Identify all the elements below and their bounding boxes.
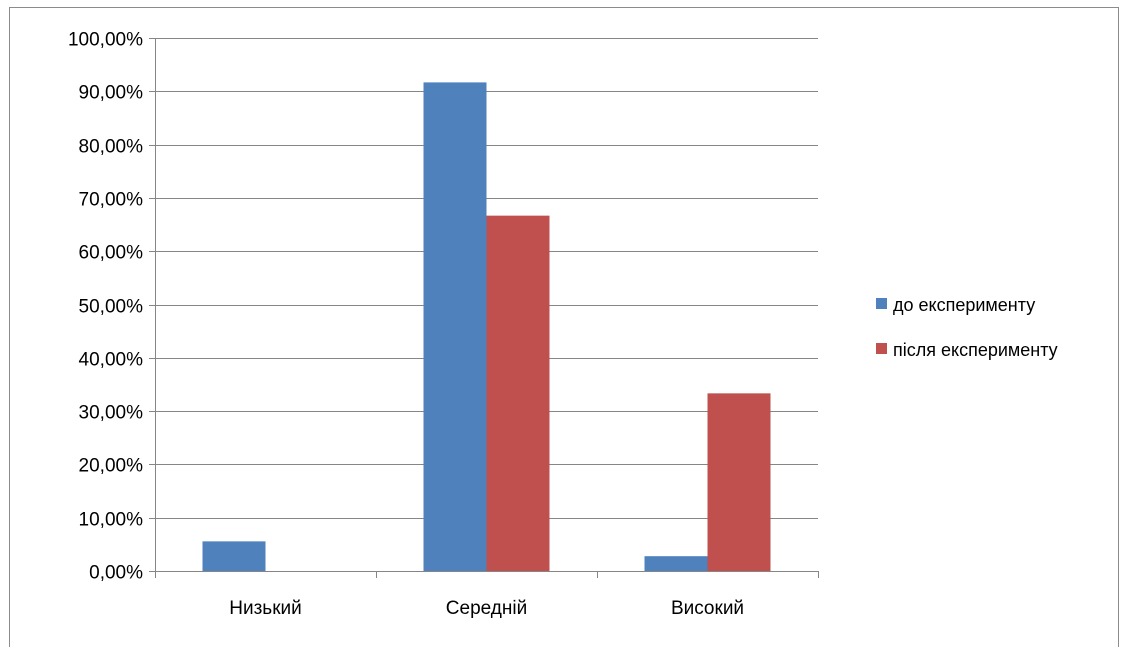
y-tick-label: 50,00% [79,297,144,318]
x-tick-label: Низький [229,598,301,619]
y-tick-label: 60,00% [79,243,144,264]
y-tick-label: 40,00% [79,350,144,371]
legend-label: до експерименту [893,295,1035,315]
y-tick-labels: 0,00% 10,00% 20,00% 30,00% 40,00% 50,00% 60,00… [68,30,143,584]
bar-after-2 [707,393,771,571]
y-tick-label: 10,00% [79,510,144,531]
legend-label: після експерименту [893,340,1058,360]
y-tick-label: 0,00% [89,563,143,584]
x-tick-label: Високий [671,598,744,619]
axes [149,38,819,578]
legend: до експерименту після експерименту [876,295,1058,360]
chart-frame [9,7,1119,647]
y-tick-label: 70,00% [79,190,144,211]
bars [202,82,771,572]
y-tick-label: 80,00% [79,137,144,158]
bar-before-1 [423,82,487,572]
bar-after-1 [486,215,550,571]
y-tick-label: 20,00% [79,456,144,477]
legend-swatch [876,343,887,354]
y-tick-label: 30,00% [79,403,144,424]
x-tick-labels: Низький Середній Високий [229,598,744,619]
x-tick-label: Середній [446,598,527,619]
y-tick-label: 100,00% [68,30,143,51]
y-tick-label: 90,00% [79,83,144,104]
legend-swatch [876,298,887,309]
bar-before-2 [644,556,708,571]
bar-before-0 [202,541,266,571]
